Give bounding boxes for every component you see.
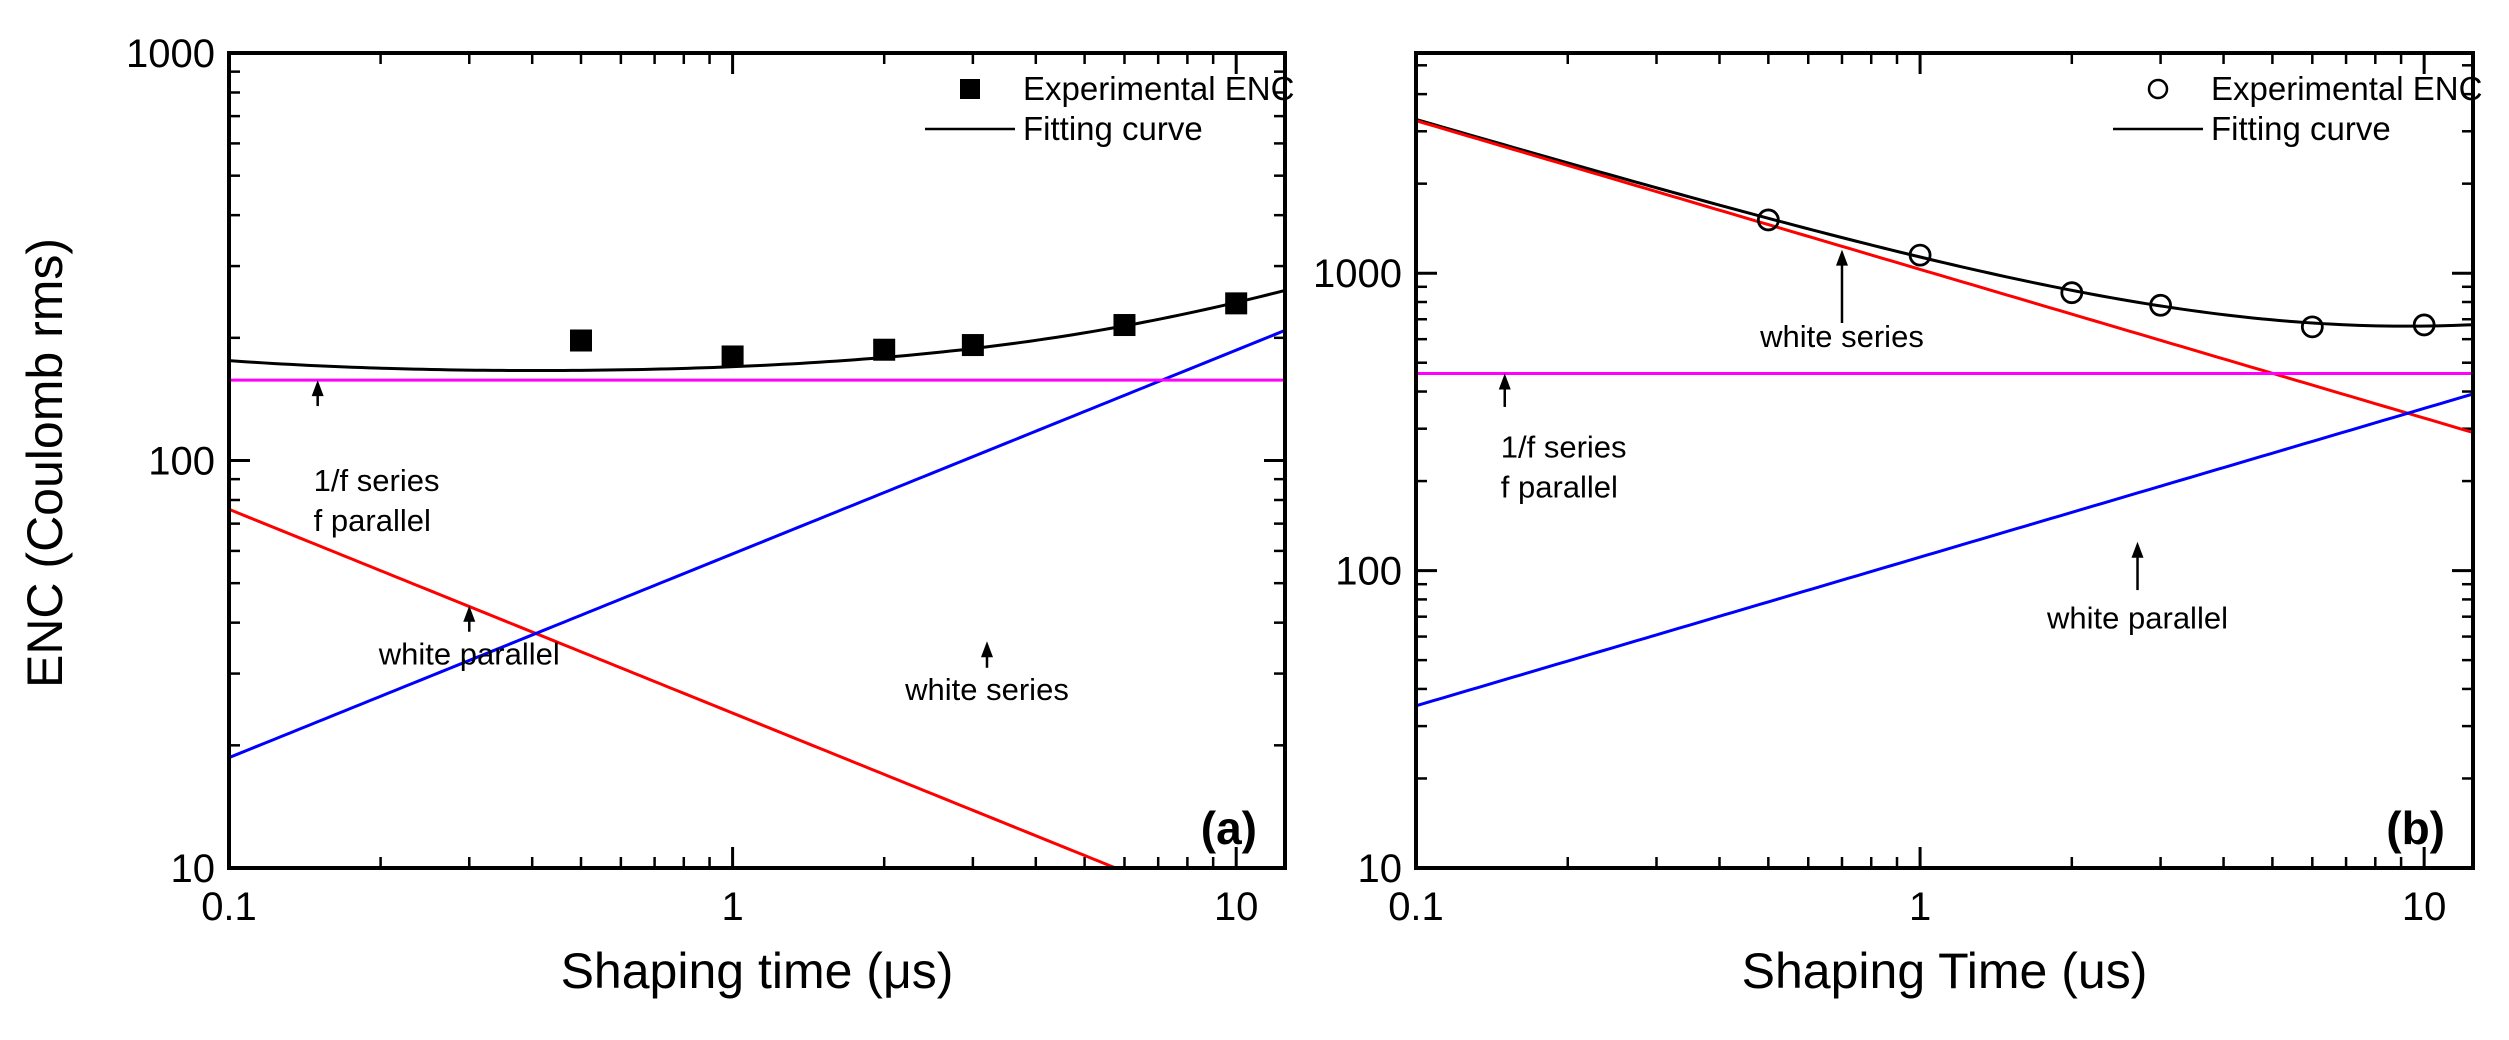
x-tick-label: 1	[721, 885, 743, 929]
annotation-arrowhead	[980, 641, 993, 658]
annotation-arrowhead	[463, 605, 476, 622]
white-series-line	[229, 507, 1120, 868]
x-tick-label: 1	[1909, 885, 1931, 929]
annotation-arrowhead	[1498, 373, 1511, 390]
y-tick-label: 100	[148, 440, 215, 484]
y-axis-title: ENC (Coulomb rms)	[17, 238, 73, 688]
data-point	[2300, 315, 2324, 339]
plot-frame	[227, 51, 1287, 870]
data-point	[1225, 292, 1248, 315]
data-point	[721, 345, 744, 368]
annotation-label: white parallel	[378, 637, 560, 672]
x-tick-label: 0.1	[1388, 885, 1444, 929]
legend-marker-circle	[2147, 78, 2169, 100]
panel-label: (b)	[2386, 802, 2445, 854]
fitting-curve	[229, 288, 1285, 373]
legend-label: Experimental ENC	[2211, 70, 2482, 107]
x-axis-title: Shaping Time (us)	[1742, 943, 2148, 999]
data-point	[570, 329, 592, 352]
legend-marker-square	[960, 79, 980, 99]
y-tick-label: 10	[171, 847, 216, 891]
annotation-label: 1/f series	[1501, 430, 1627, 465]
data-point	[2149, 293, 2172, 317]
panel-b: 0.1 1 10 10 100 1000 white series 1/f series f p…	[1313, 51, 2482, 999]
annotation-label: f parallel	[314, 503, 431, 538]
fitting-curve	[1416, 117, 2473, 328]
legend-label: Fitting curve	[1023, 110, 1203, 147]
data-point	[873, 338, 896, 361]
white-parallel-line	[1416, 392, 2473, 708]
panel-label: (a)	[1201, 802, 1257, 854]
data-point	[961, 334, 984, 357]
annotation-label: white parallel	[2046, 600, 2228, 635]
annotation-arrowhead	[2131, 541, 2144, 558]
x-tick-label: 0.1	[201, 885, 257, 929]
x-tick-label: 10	[1214, 885, 1259, 929]
y-tick-label: 10	[1358, 847, 1403, 891]
legend-label: Fitting curve	[2211, 110, 2391, 147]
annotation-label: white series	[1759, 319, 1924, 354]
annotation-label: 1/f series	[314, 463, 440, 498]
x-tick-label: 10	[2402, 885, 2447, 929]
x-axis-title: Shaping time (μs)	[561, 943, 954, 999]
annotation-label: f parallel	[1501, 470, 1618, 505]
data-point	[1908, 243, 1932, 267]
annotation-label: white series	[904, 672, 1069, 707]
plot-frame	[1414, 51, 2475, 870]
legend-label: Experimental ENC	[1023, 70, 1294, 107]
annotation-arrowhead	[1835, 249, 1848, 266]
y-tick-label: 1000	[1313, 252, 1402, 296]
white-series-line	[1416, 119, 2473, 434]
y-tick-label: 1000	[126, 32, 215, 76]
white-parallel-line	[229, 328, 1285, 760]
plot-area	[229, 288, 1285, 868]
panel-a: 0.1 1 10 10 100 1000 1/f series f parallel white…	[17, 32, 1294, 999]
data-point	[2412, 313, 2436, 337]
y-tick-label: 100	[1335, 550, 1402, 594]
data-point	[1113, 314, 1136, 337]
plot-area	[1416, 117, 2473, 708]
data-point	[2060, 281, 2084, 305]
data-point	[1756, 208, 1780, 232]
annotation-arrowhead	[311, 380, 324, 397]
